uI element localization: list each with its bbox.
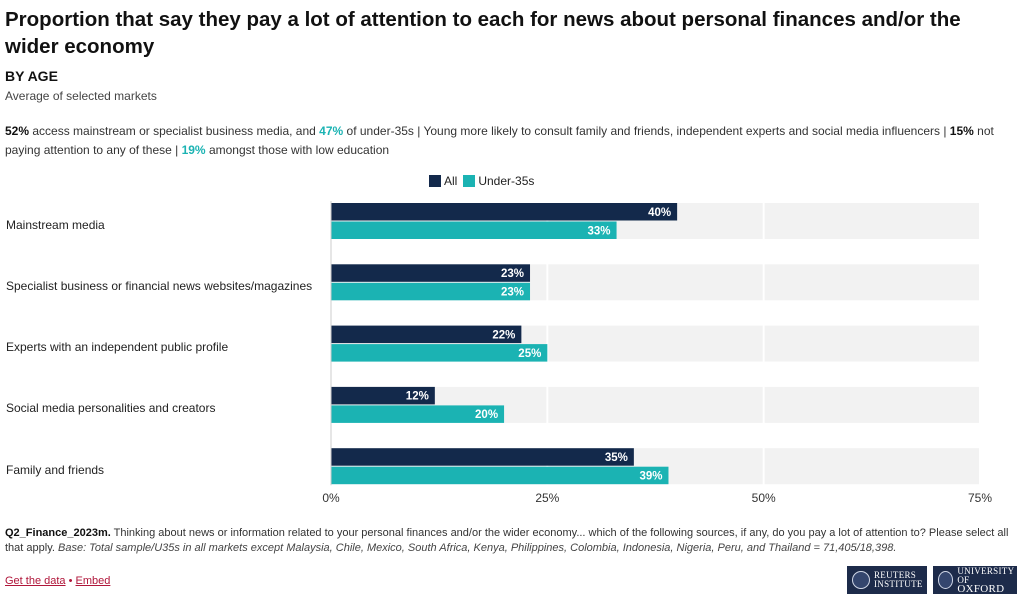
chart-legend: All Under-35s: [429, 174, 540, 188]
get-data-link[interactable]: Get the data: [5, 575, 66, 587]
data-label-under35: 39%: [639, 470, 662, 482]
bar-under35: [331, 221, 617, 239]
category-label: Specialist business or financial news we…: [6, 278, 313, 293]
bar-under35: [331, 405, 505, 423]
chart-title: Proportion that say they pay a lot of at…: [5, 8, 961, 58]
oxford-logo[interactable]: UNIVERSITY OF OXFORD: [933, 566, 1017, 594]
bar-all: [331, 386, 435, 405]
summary-value-3: 15%: [949, 124, 974, 138]
oxford-logo-text: UNIVERSITY OF OXFORD: [957, 565, 1017, 595]
bar-all: [331, 448, 634, 466]
data-label-all: 12%: [406, 391, 429, 403]
reuters-logo-line2: INSTITUTE: [874, 579, 923, 589]
summary-value-2: 47%: [319, 124, 344, 138]
link-separator: •: [65, 575, 76, 587]
embed-link[interactable]: Embed: [75, 575, 111, 587]
bar-all: [331, 203, 678, 221]
legend-swatch-all: [429, 175, 441, 187]
reuters-logo-text: REUTERS INSTITUTE: [874, 571, 923, 589]
question-id: Q2_Finance_2023m.: [5, 527, 111, 539]
chart-note: Average of selected markets: [5, 89, 157, 103]
bar-chart: 40%33%23%23%22%25%12%20%35%39%0% 25% 50% 75…: [322, 201, 992, 505]
summary-text-2: of under-35s | Young more likely to cons…: [343, 124, 950, 138]
reuters-emblem-icon: [852, 571, 870, 589]
bar-under35: [331, 282, 531, 301]
footer-links: Get the data • Embed: [5, 575, 110, 587]
oxford-logo-line2: OXFORD: [957, 582, 1005, 595]
legend-label-all: All: [444, 174, 458, 188]
legend-label-under35: Under-35s: [478, 174, 535, 188]
data-label-under35: 25%: [518, 348, 541, 360]
legend-item-under35: Under-35s: [463, 174, 534, 188]
category-label: Family and friends: [6, 462, 105, 477]
x-tick-label: 0%: [322, 491, 340, 505]
legend-swatch-under35: [463, 175, 476, 187]
summary-text-1: access mainstream or specialist business…: [29, 124, 320, 138]
data-label-under35: 23%: [501, 287, 524, 299]
data-label-all: 23%: [501, 268, 524, 280]
category-label: Experts with an independent public profi…: [6, 340, 229, 355]
legend-item-all: All: [429, 174, 457, 188]
oxford-crest-icon: [938, 571, 954, 589]
oxford-logo-line1: UNIVERSITY OF: [957, 565, 1015, 585]
x-tick-label: 75%: [968, 491, 992, 505]
summary-text: 52% access mainstream or specialist busi…: [5, 122, 1010, 160]
data-label-all: 22%: [492, 329, 515, 341]
reuters-institute-logo[interactable]: REUTERS INSTITUTE: [847, 566, 927, 594]
x-tick-label: 25%: [535, 491, 559, 505]
data-label-all: 35%: [605, 452, 628, 464]
category-label: Mainstream media: [6, 217, 105, 232]
data-label-under35: 20%: [475, 409, 498, 421]
bar-under35: [331, 466, 669, 485]
x-tick-label: 50%: [752, 491, 776, 505]
bar-all: [331, 325, 522, 344]
chart-subtitle: BY AGE: [5, 68, 58, 84]
summary-text-4: amongst those with low education: [205, 143, 390, 157]
reuters-logo-line1: REUTERS: [874, 570, 917, 580]
bar-under35: [331, 344, 548, 362]
summary-text-3: not paying attention to any of these |: [5, 124, 994, 157]
question-text: Thinking about news or information relat…: [5, 527, 1009, 554]
base-text: Base: Total sample/U35s in all markets e…: [58, 542, 897, 554]
category-label: Social media personalities and creators: [6, 401, 216, 416]
bar-all: [331, 264, 531, 282]
summary-value-4: 19%: [181, 143, 206, 157]
data-label-all: 40%: [648, 207, 671, 219]
data-label-under35: 33%: [588, 225, 611, 237]
chart-footer: Q2_Finance_2023m. Thinking about news or…: [5, 526, 1018, 556]
summary-value-1: 52%: [5, 124, 30, 138]
